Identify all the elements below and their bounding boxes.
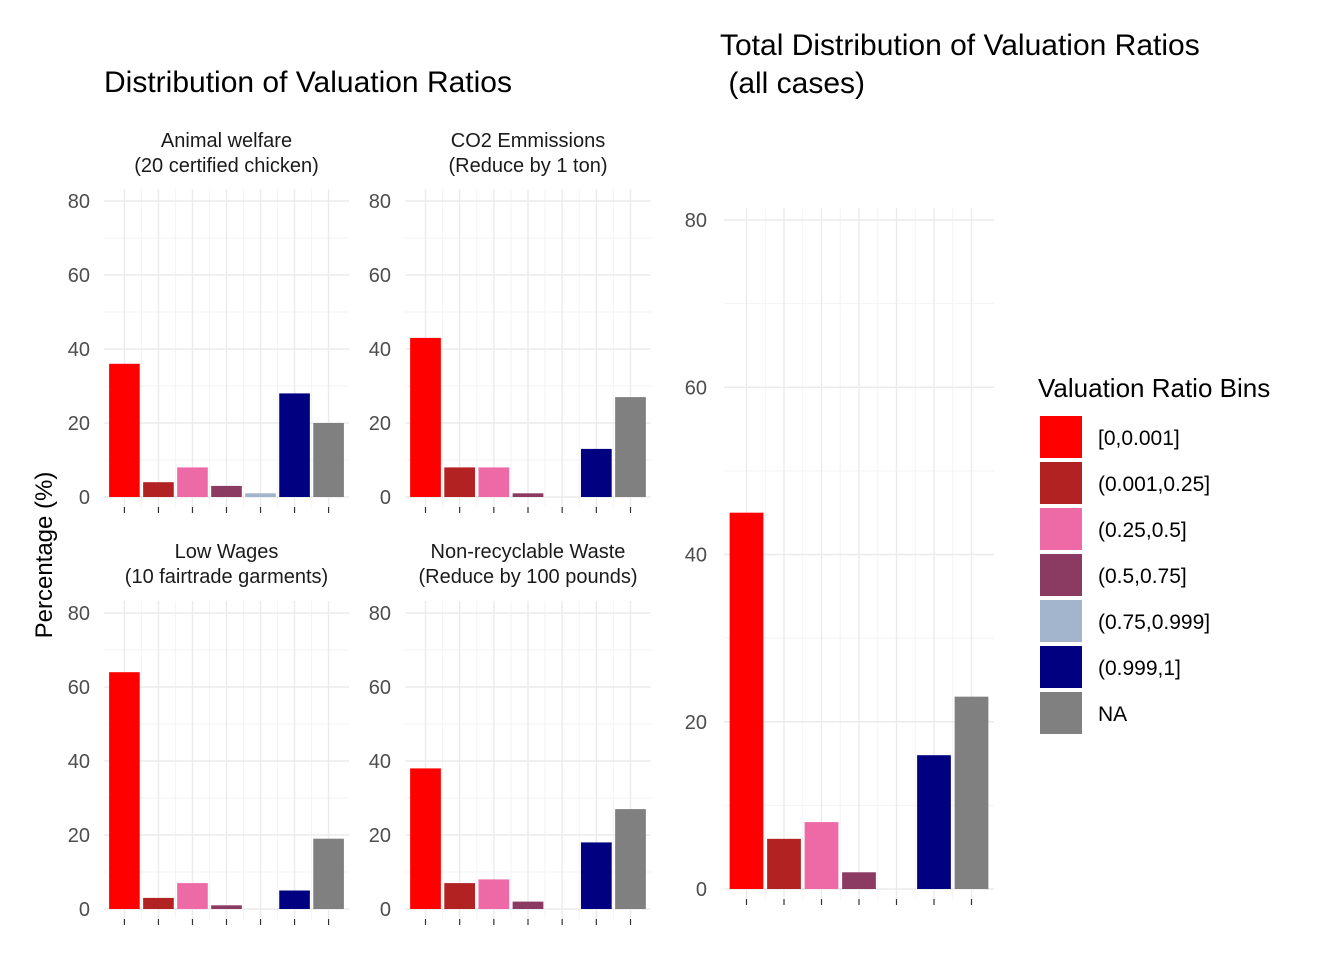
facet-title-line2: (Reduce by 1 ton): [449, 155, 608, 177]
y-tick-label: 20: [369, 825, 391, 847]
panel-4: 0 20 40 60 80 Non-recyclable Waste (Reduce by …: [369, 541, 651, 925]
facet-title-line1: Non-recyclable Waste: [431, 541, 626, 563]
bar: [177, 467, 208, 497]
legend-swatch: [1040, 600, 1082, 642]
panel-1: 0 20 40 60 80 Animal welfare (20 certified chi…: [68, 130, 349, 513]
facet-title-line1: CO2 Emmissions: [451, 130, 605, 152]
legend-swatch: [1040, 554, 1082, 596]
y-tick-label: 0: [380, 487, 391, 509]
y-tick-label: 40: [68, 339, 90, 361]
bar: [615, 397, 646, 497]
legend-item: (0.999,1]: [1040, 646, 1181, 688]
bar: [444, 467, 476, 497]
bar: [177, 883, 208, 909]
bar: [478, 879, 510, 909]
legend-swatch: [1040, 508, 1082, 550]
panel-5: 0 20 40 60 80: [685, 208, 994, 905]
bar: [444, 883, 476, 909]
legend-item: (0.5,0.75]: [1040, 554, 1187, 596]
y-tick-label: 80: [68, 603, 90, 625]
bar: [109, 363, 140, 497]
bar: [804, 822, 839, 889]
bar: [729, 512, 764, 889]
y-tick-label: 20: [685, 712, 707, 734]
bar: [767, 838, 801, 889]
legend-label: (0.999,1]: [1098, 657, 1181, 680]
bar: [842, 872, 876, 889]
facet-title-line1: Low Wages: [175, 541, 279, 563]
y-tick-label: 60: [369, 677, 391, 699]
panel-3: 0 20 40 60 80 Low Wages (10 fairtrade garments…: [68, 541, 349, 925]
bar: [410, 337, 441, 497]
legend-label: NA: [1098, 703, 1127, 726]
legend-label: (0.25,0.5]: [1098, 519, 1187, 542]
legend-entries: [0,0.001] (0.001,0.25] (0.25,0.5] (0.5,0.75…: [1040, 416, 1210, 734]
legend: Valuation Ratio Bins [0,0.001] (0.001,0.2…: [1038, 373, 1270, 734]
y-tick-label: 80: [685, 210, 707, 232]
bar: [512, 901, 544, 909]
y-tick-label: 60: [369, 265, 391, 287]
left-chart-title: Distribution of Valuation Ratios: [104, 66, 512, 99]
bar: [313, 838, 344, 909]
bar: [580, 448, 612, 497]
legend-label: (0.5,0.75]: [1098, 565, 1187, 588]
legend-item: NA: [1040, 692, 1127, 734]
y-tick-label: 20: [68, 825, 90, 847]
panel-2: 0 20 40 60 80 CO2 Emmissions (Reduce by 1 ton…: [369, 130, 651, 513]
y-tick-label: 40: [369, 339, 391, 361]
legend-swatch: [1040, 692, 1082, 734]
y-tick-label: 60: [68, 677, 90, 699]
legend-swatch: [1040, 462, 1082, 504]
y-tick-label: 0: [380, 899, 391, 921]
right-chart-title-line1: Total Distribution of Valuation Ratios: [720, 29, 1200, 62]
y-tick-label: 60: [68, 265, 90, 287]
y-tick-label: 60: [685, 377, 707, 399]
y-tick-label: 80: [369, 603, 391, 625]
legend-item: (0.25,0.5]: [1040, 508, 1187, 550]
bar: [245, 493, 276, 497]
y-tick-label: 40: [68, 751, 90, 773]
y-tick-label: 80: [68, 191, 90, 213]
bar: [313, 423, 344, 497]
bar: [615, 809, 646, 909]
bar: [279, 890, 310, 909]
right-chart-title-line2: (all cases): [720, 67, 865, 100]
bar: [954, 696, 989, 889]
y-axis-label: Percentage (%): [31, 472, 58, 639]
facet-title-line1: Animal welfare: [161, 130, 292, 152]
y-tick-label: 40: [369, 751, 391, 773]
legend-label: (0.75,0.999]: [1098, 611, 1210, 634]
legend-label: (0.001,0.25]: [1098, 473, 1210, 496]
legend-swatch: [1040, 416, 1082, 458]
legend-item: [0,0.001]: [1040, 416, 1180, 458]
bar: [410, 768, 441, 909]
facet-title-line2: (Reduce by 100 pounds): [418, 566, 637, 588]
bar: [512, 493, 544, 497]
legend-swatch: [1040, 646, 1082, 688]
legend-item: (0.75,0.999]: [1040, 600, 1210, 642]
bar: [478, 467, 510, 497]
y-tick-label: 40: [685, 545, 707, 567]
panels: 0 20 40 60 80 Animal welfare (20 certified chi…: [68, 130, 994, 925]
facet-title-line2: (10 fairtrade garments): [125, 566, 328, 588]
y-tick-label: 80: [369, 191, 391, 213]
legend-label: [0,0.001]: [1098, 427, 1180, 450]
y-tick-label: 0: [79, 899, 90, 921]
bar: [211, 485, 242, 497]
facet-title-line2: (20 certified chicken): [134, 155, 319, 177]
bar: [143, 482, 174, 497]
legend-item: (0.001,0.25]: [1040, 462, 1210, 504]
bar: [143, 897, 174, 909]
bar: [580, 842, 612, 909]
y-tick-label: 0: [696, 879, 707, 901]
bar: [279, 393, 310, 497]
bar: [109, 672, 140, 909]
bar: [211, 905, 242, 909]
legend-title: Valuation Ratio Bins: [1038, 373, 1270, 403]
bar: [917, 755, 951, 889]
y-tick-label: 20: [68, 413, 90, 435]
y-tick-label: 0: [79, 487, 90, 509]
y-tick-label: 20: [369, 413, 391, 435]
